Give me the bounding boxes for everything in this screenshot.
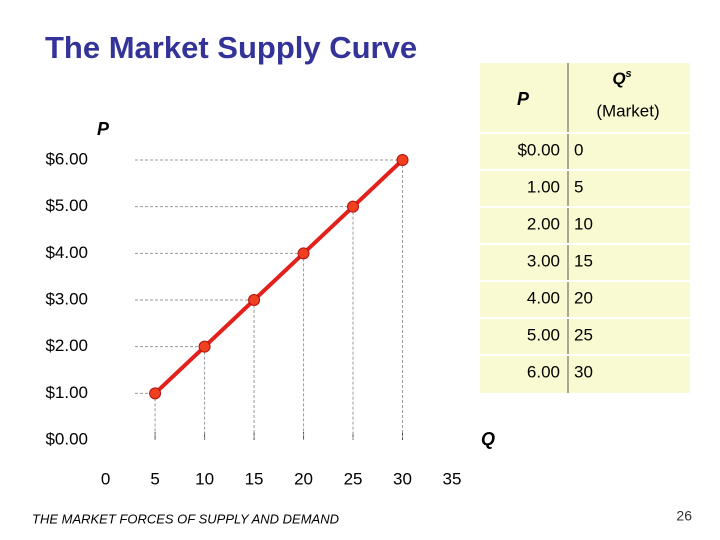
table-body: $0.00 0 1.00 5 2.00 10 3.00 15 4.00 20 5.00 25 6.00 3…: [480, 132, 690, 381]
data-point: [347, 200, 360, 213]
footer: THE MARKET FORCES OF SUPPLY AND DEMAND: [32, 511, 339, 526]
supply-line: [153, 158, 404, 395]
table-cell: $0.00: [517, 140, 560, 159]
x-tick-label: 15: [245, 469, 264, 488]
y-tick-label: $1.00: [45, 383, 88, 402]
table-header-main: Q: [612, 69, 625, 88]
x-tick-label: 0: [101, 469, 110, 488]
table-header: P: [517, 89, 530, 109]
x-tick-label: 25: [344, 469, 363, 488]
x-tick-label: 30: [393, 469, 412, 488]
y-axis-label: P: [97, 119, 110, 139]
x-tick-label: 35: [443, 469, 462, 488]
table-cell: 2.00: [527, 214, 560, 233]
table-header-sup: s: [626, 68, 632, 80]
y-tick-label: $0.00: [45, 429, 88, 448]
table-header: Qs: [612, 68, 631, 89]
table-cell: 4.00: [527, 288, 560, 307]
y-tick-label: $6.00: [45, 149, 88, 168]
table-background: [480, 63, 690, 393]
x-tick-label: 10: [195, 469, 214, 488]
table-cell: 5: [574, 177, 583, 196]
table-cell: 1.00: [527, 177, 560, 196]
y-tick-label: $3.00: [45, 289, 88, 308]
x-axis-label: Q: [481, 429, 495, 449]
table-cell: 25: [574, 325, 593, 344]
data-point: [248, 294, 261, 306]
data-point: [149, 387, 162, 400]
table-header-note: (Market): [596, 101, 659, 120]
table-cell: 0: [574, 140, 583, 159]
y-tick-label: $5.00: [45, 196, 88, 215]
table-cell: 20: [574, 288, 593, 307]
data-point: [396, 154, 409, 166]
data-point: [297, 247, 310, 260]
table-cell: 10: [574, 214, 593, 233]
page-number: 26: [676, 508, 692, 524]
y-tick-label: $4.00: [45, 243, 88, 262]
table-cell: 15: [574, 251, 593, 270]
table-cell: 30: [574, 362, 593, 381]
x-tick-label: 20: [294, 469, 313, 488]
table-cell: 6.00: [527, 362, 560, 381]
table-cell: 5.00: [527, 325, 560, 344]
data-point: [198, 340, 211, 353]
y-tick-label: $2.00: [45, 336, 88, 355]
x-tick-label: 5: [150, 469, 159, 488]
slide-title: The Market Supply Curve: [45, 30, 417, 65]
table-cell: 3.00: [527, 251, 560, 270]
